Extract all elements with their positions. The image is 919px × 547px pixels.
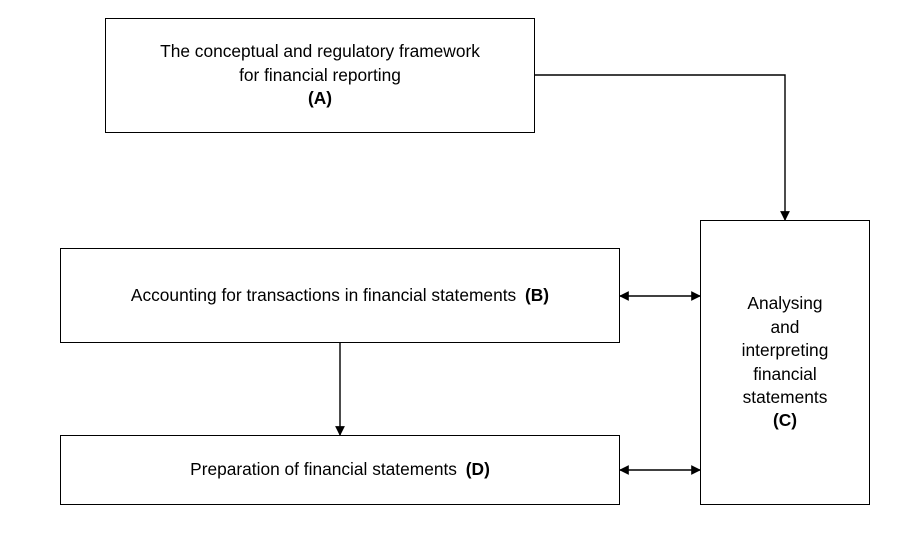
- node-c-tag: (C): [773, 409, 797, 432]
- node-a-tag: (A): [308, 87, 332, 110]
- node-c-line3: interpreting: [742, 339, 829, 362]
- node-c-line5: statements: [743, 386, 828, 409]
- node-a-line2: for financial reporting: [239, 64, 401, 87]
- node-d-line: Preparation of financial statements (D): [190, 458, 490, 481]
- node-b-tag: (B): [525, 285, 549, 305]
- node-a-line1: The conceptual and regulatory framework: [160, 40, 480, 63]
- node-transactions-b: Accounting for transactions in financial…: [60, 248, 620, 343]
- edge-A-C: [535, 75, 785, 220]
- node-b-text: Accounting for transactions in financial…: [131, 285, 516, 305]
- node-preparation-d: Preparation of financial statements (D): [60, 435, 620, 505]
- node-c-line1: Analysing: [747, 292, 822, 315]
- node-d-tag: (D): [466, 459, 490, 479]
- node-c-line2: and: [771, 316, 800, 339]
- node-analysing-c: Analysing and interpreting financial sta…: [700, 220, 870, 505]
- node-d-text: Preparation of financial statements: [190, 459, 457, 479]
- node-c-line4: financial: [753, 363, 817, 386]
- node-b-line: Accounting for transactions in financial…: [131, 284, 549, 307]
- node-framework-a: The conceptual and regulatory framework …: [105, 18, 535, 133]
